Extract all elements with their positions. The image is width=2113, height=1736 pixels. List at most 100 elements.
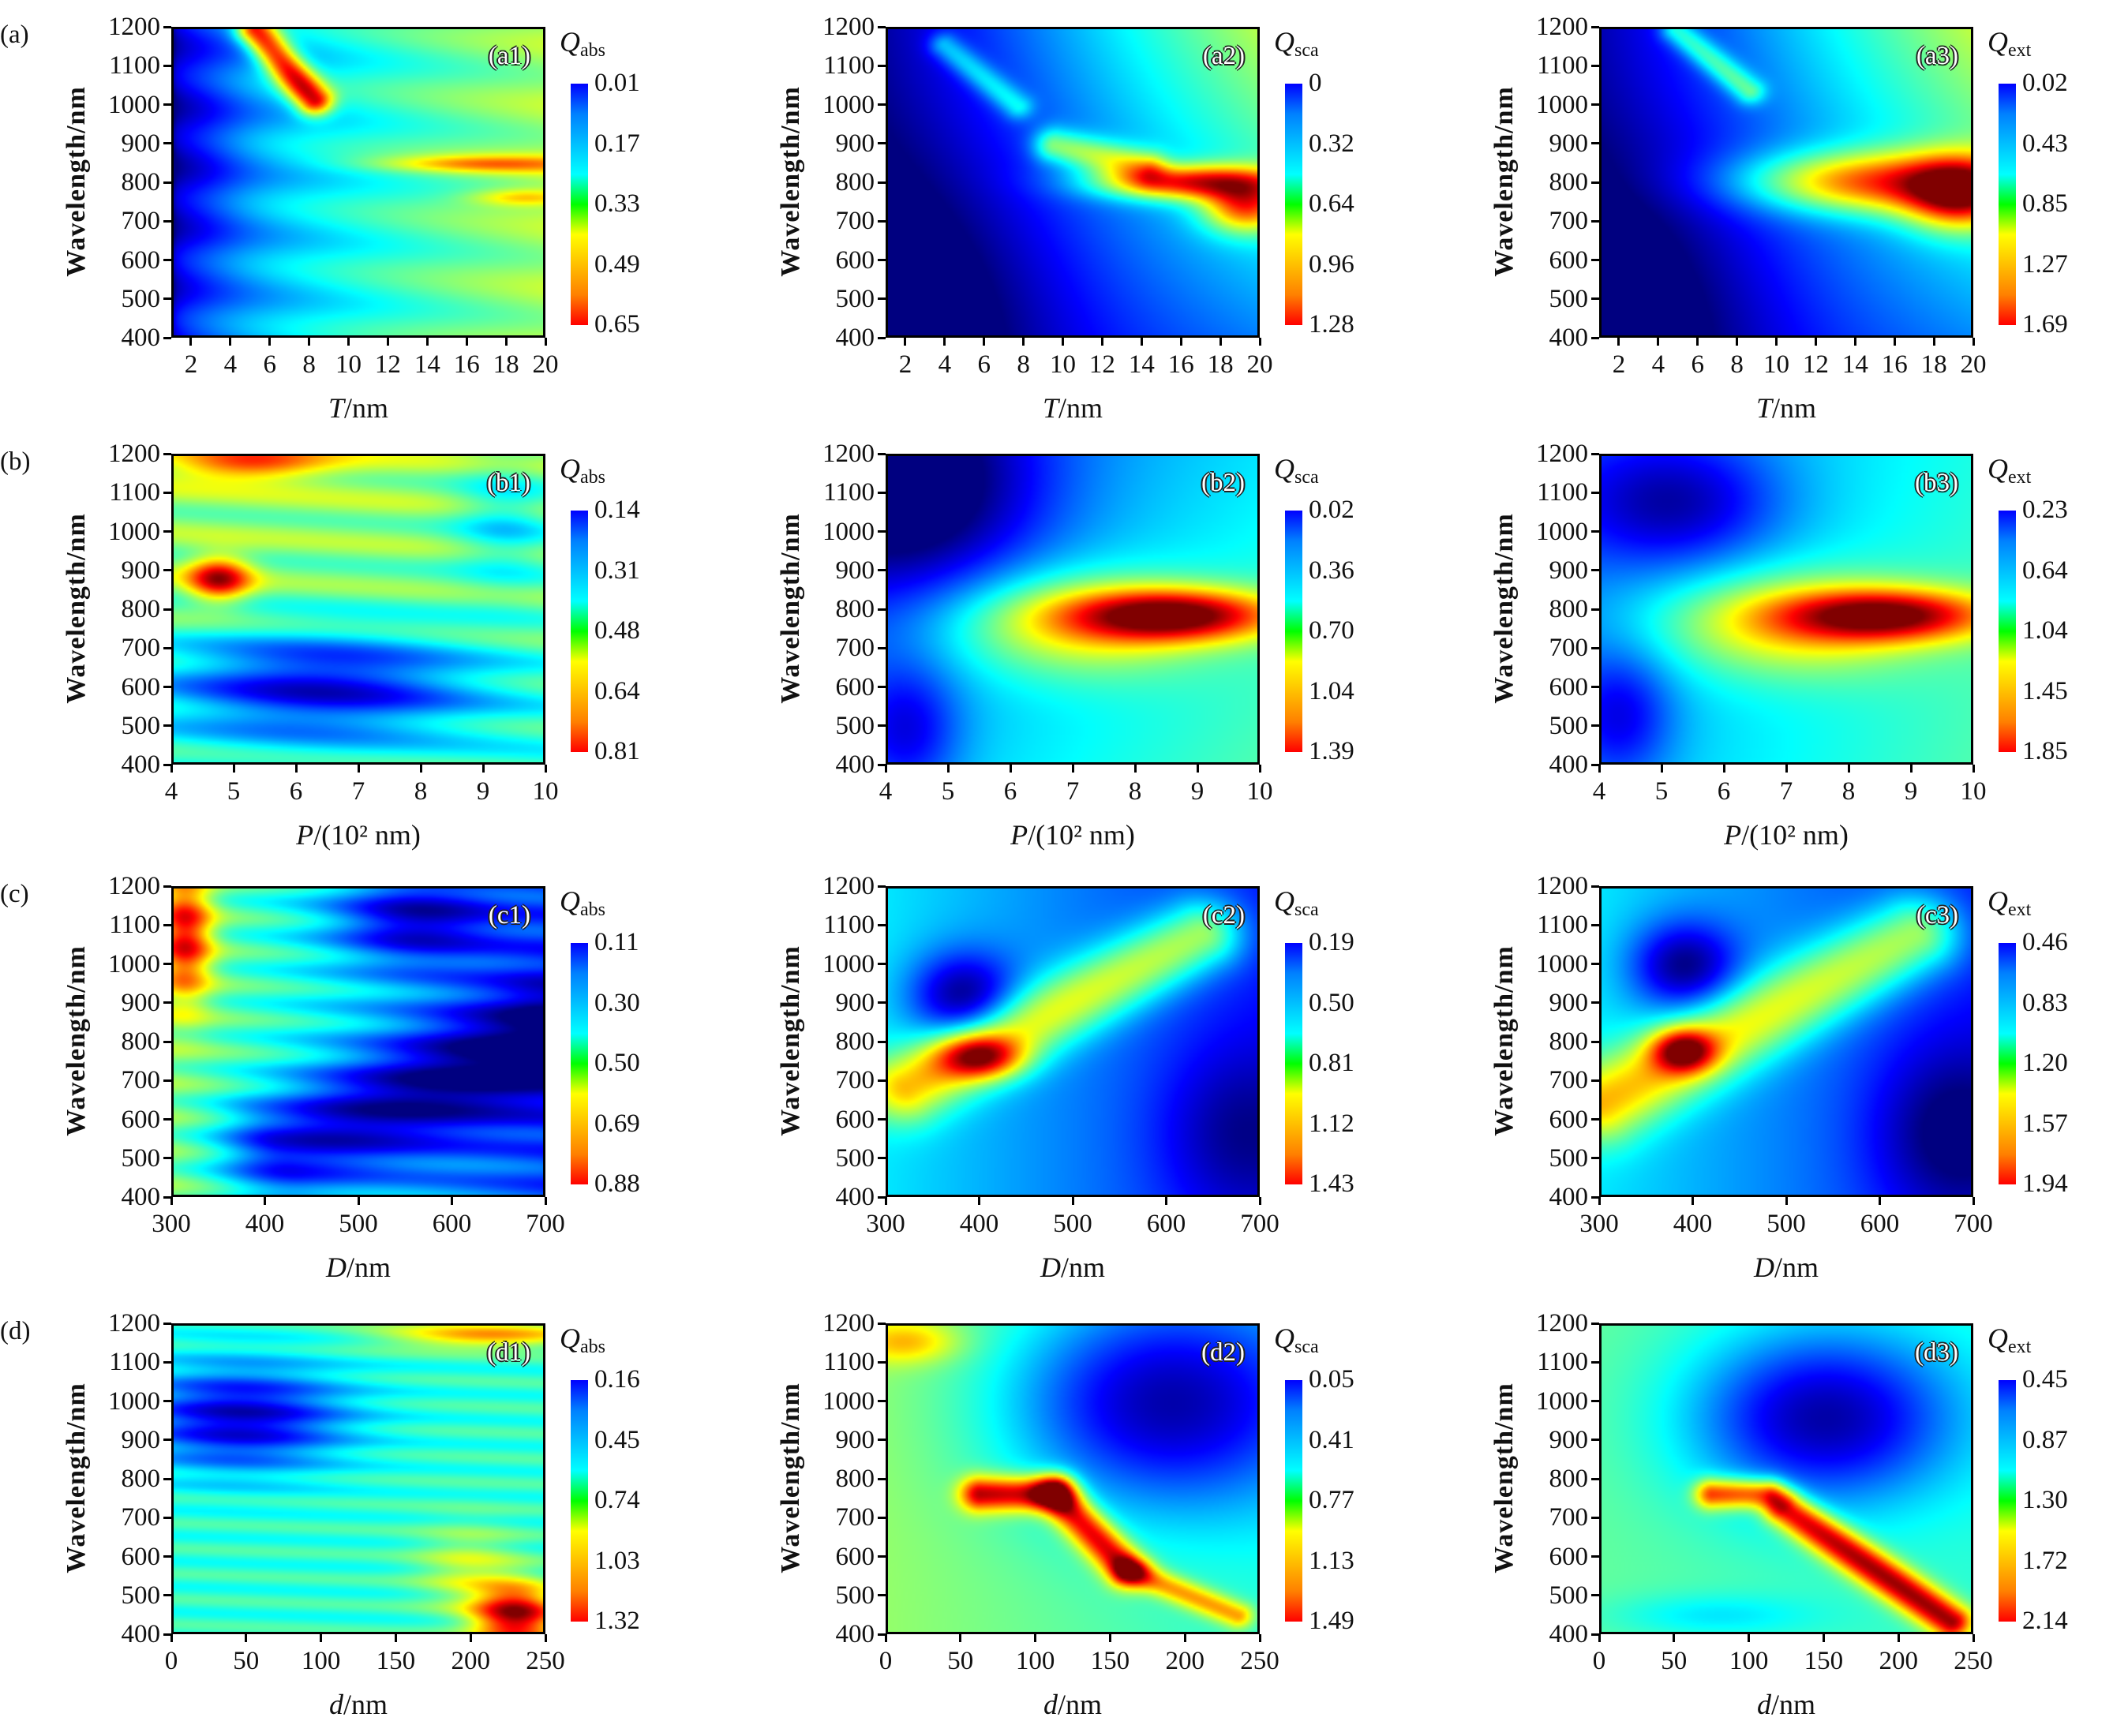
y-axis-label: Wavelength/nm [1489, 945, 1519, 1136]
colorbar-title: Qext [1987, 885, 2031, 921]
x-tick-label: 0 [879, 1647, 893, 1675]
colorbar [571, 943, 588, 1184]
y-tick-mark [878, 142, 886, 145]
x-tick-mark [1897, 1634, 1900, 1642]
heatmap-panel: (c3) 400 500 600 700 800 900 1000 1100 1200 300 400… [1489, 874, 2068, 1284]
y-tick-mark [163, 1040, 171, 1043]
x-tick-label: 18 [493, 350, 519, 379]
y-tick-label: 800 [1549, 168, 1589, 196]
heatmap-image [888, 889, 1257, 1195]
colorbar-tick-label: 1.27 [2022, 249, 2068, 279]
x-axis-variable: T [1042, 392, 1058, 424]
y-tick-label: 500 [1549, 1143, 1589, 1173]
x-tick-mark [1814, 338, 1817, 346]
y-tick-label: 1000 [108, 949, 160, 978]
y-tick-label: 900 [121, 556, 161, 585]
x-tick-mark [394, 1634, 397, 1642]
y-tick-mark [1591, 1633, 1599, 1636]
x-tick-label: 400 [1673, 1210, 1713, 1238]
y-tick-mark [163, 1157, 171, 1160]
y-tick-label: 700 [1549, 207, 1589, 236]
y-tick-mark [878, 297, 886, 301]
y-tick-mark [878, 763, 886, 766]
x-axis-unit: /nm [1770, 1689, 1815, 1720]
x-axis-unit: /nm [1060, 1251, 1105, 1283]
y-tick-label: 1100 [109, 1348, 160, 1377]
colorbar-symbol: Q [1987, 453, 2008, 485]
x-tick-mark [1909, 765, 1913, 773]
x-axis-variable: P [296, 819, 314, 851]
x-tick-mark [1133, 765, 1137, 773]
y-tick-label: 1200 [108, 1309, 160, 1338]
y-tick-label: 1000 [108, 90, 160, 119]
y-tick-mark [878, 1439, 886, 1442]
x-tick-label: 6 [1691, 350, 1704, 379]
colorbar-tick-label: 0.64 [2022, 556, 2068, 585]
y-tick-mark [163, 923, 171, 926]
x-tick-label: 10 [1960, 777, 1987, 806]
y-tick-label: 1000 [108, 517, 160, 546]
colorbar [1285, 84, 1302, 325]
x-tick-mark [1847, 765, 1850, 773]
x-tick-label: 7 [1779, 777, 1793, 806]
colorbar-tick-label: 0.33 [594, 189, 640, 218]
heatmap-panel: (a3) 400 500 600 700 800 900 1000 1100 1200 2 4 6 8 10… [1489, 14, 2068, 425]
x-tick-mark [544, 1197, 547, 1205]
colorbar-symbol: Q [560, 453, 580, 485]
y-tick-label: 1000 [108, 1386, 160, 1416]
y-tick-mark [878, 103, 886, 106]
y-tick-label: 400 [121, 1620, 161, 1648]
colorbar-tick-label: 0.64 [594, 676, 640, 705]
y-tick-mark [163, 569, 171, 572]
y-tick-label: 1100 [1537, 478, 1588, 507]
x-tick-mark [229, 338, 232, 346]
colorbar-tick-label: 0.41 [1309, 1425, 1354, 1454]
y-tick-mark [163, 1555, 171, 1558]
y-tick-mark [163, 259, 171, 261]
y-axis-label: Wavelength/nm [776, 86, 805, 277]
y-tick-mark [1591, 259, 1599, 261]
colorbar-subscript: abs [580, 1337, 605, 1357]
heatmap-plot-area: (b3) [1599, 454, 1973, 765]
y-tick-mark [1591, 646, 1599, 649]
x-tick-mark [978, 1197, 980, 1205]
y-tick-label: 1200 [108, 872, 160, 900]
colorbar-tick-label: 0.48 [594, 616, 640, 645]
colorbar-title: Qext [1987, 1322, 2031, 1358]
y-tick-label: 1000 [1536, 949, 1588, 978]
y-tick-label: 800 [121, 595, 161, 623]
x-tick-label: 150 [376, 1647, 416, 1675]
x-tick-label: 8 [414, 777, 428, 806]
y-tick-mark [878, 1477, 886, 1480]
x-tick-mark [1183, 1634, 1186, 1642]
colorbar [1285, 1380, 1302, 1622]
x-tick-label: 2 [898, 350, 912, 379]
x-axis-label: P/(10² nm) [1599, 818, 1973, 851]
x-axis-unit: /nm [344, 392, 389, 424]
x-axis-variable: d [1756, 1689, 1771, 1720]
y-tick-mark [878, 530, 886, 533]
colorbar-symbol: Q [1987, 1323, 2008, 1354]
y-tick-mark [1591, 1360, 1599, 1364]
x-tick-label: 16 [453, 350, 480, 379]
x-tick-mark [1022, 338, 1025, 346]
y-tick-label: 800 [835, 1465, 875, 1493]
colorbar-tick-label: 0.70 [1309, 616, 1354, 645]
y-tick-mark [1591, 1079, 1599, 1082]
y-tick-label: 1100 [109, 911, 160, 940]
x-axis-unit: /nm [1057, 1689, 1102, 1720]
colorbar [1999, 511, 2016, 752]
heatmap-panel: (c2) 400 500 600 700 800 900 1000 1100 1200 300 400… [776, 874, 1354, 1284]
y-tick-mark [163, 1400, 171, 1402]
y-tick-label: 800 [835, 595, 875, 623]
colorbar-subscript: abs [580, 900, 605, 920]
x-tick-mark [504, 338, 508, 346]
colorbar-tick-label: 2.14 [2022, 1607, 2068, 1635]
y-tick-label: 500 [121, 711, 161, 740]
colorbar-symbol: Q [560, 26, 580, 58]
y-tick-label: 1000 [822, 517, 875, 546]
y-tick-label: 900 [835, 129, 875, 158]
x-axis-unit: /nm [1058, 392, 1103, 424]
panel-tag: (a1) [488, 42, 530, 70]
y-tick-mark [1591, 1001, 1599, 1005]
